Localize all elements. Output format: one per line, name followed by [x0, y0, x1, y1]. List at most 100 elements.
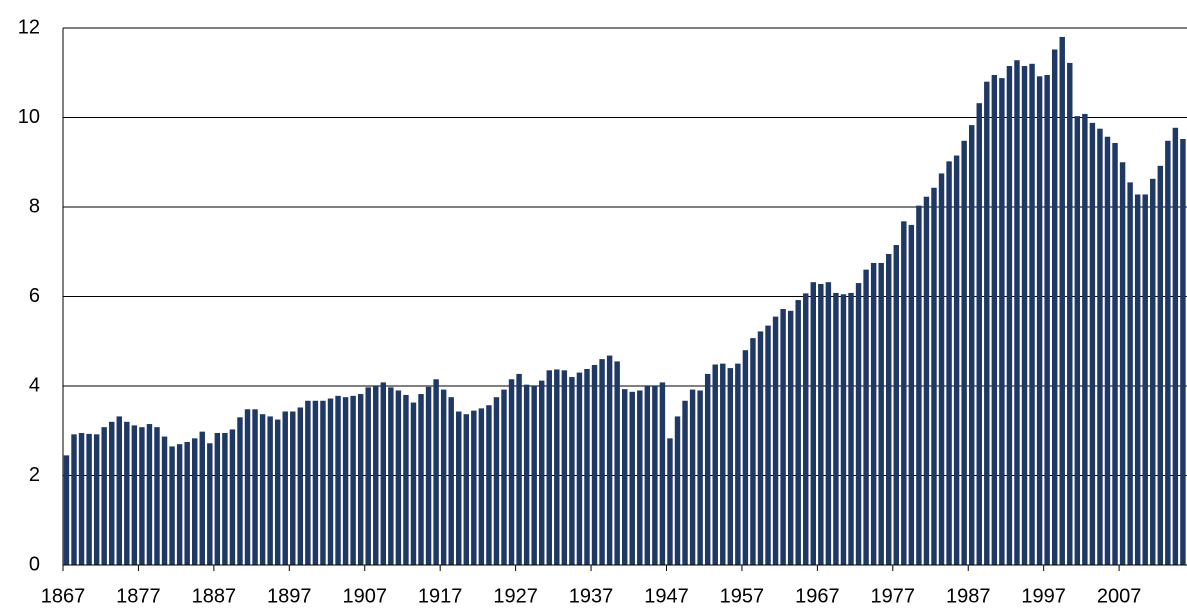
- bar: [486, 405, 492, 565]
- bar: [991, 74, 998, 566]
- bar: [327, 398, 334, 565]
- bar: [1142, 194, 1148, 565]
- y-tick-label: 8: [29, 195, 40, 217]
- bar: [652, 386, 658, 565]
- bar: [418, 394, 424, 565]
- bar: [554, 369, 560, 565]
- bar: [999, 78, 1005, 566]
- bar: [71, 434, 77, 565]
- bar: [697, 390, 703, 565]
- bar: [795, 300, 801, 565]
- bar: [1157, 165, 1164, 565]
- bar: [1150, 178, 1156, 565]
- bar: [938, 173, 945, 565]
- bar: [124, 421, 130, 565]
- bar: [1134, 194, 1141, 565]
- bar: [689, 389, 696, 565]
- x-tick-label: 1897: [267, 585, 312, 607]
- bar: [508, 379, 515, 565]
- x-tick-label: 1917: [418, 585, 463, 607]
- x-tick-label: 1887: [192, 585, 237, 607]
- bar: [606, 355, 613, 565]
- bar: [290, 411, 296, 565]
- bar: [1059, 36, 1065, 565]
- bar: [109, 421, 115, 565]
- x-tick-label: 1957: [720, 585, 765, 607]
- bar: [222, 432, 228, 565]
- bar: [116, 416, 122, 565]
- bar: [569, 377, 575, 565]
- x-tick-label: 1997: [1021, 585, 1066, 607]
- bar: [342, 397, 349, 565]
- bar: [1104, 136, 1111, 565]
- bar: [644, 386, 651, 565]
- bar: [1172, 127, 1179, 565]
- bar: [380, 382, 387, 565]
- bar: [818, 283, 824, 565]
- bar: [244, 409, 251, 565]
- bar: [1165, 140, 1171, 565]
- y-tick-label: 2: [29, 464, 40, 486]
- bar: [833, 292, 839, 565]
- bar: [946, 161, 952, 566]
- bar: [1089, 122, 1096, 566]
- y-tick-label: 4: [29, 374, 40, 396]
- bar: [916, 205, 922, 565]
- bar: [93, 434, 100, 565]
- bar: [840, 294, 847, 565]
- bar: [274, 419, 281, 565]
- bar: [803, 293, 809, 565]
- bar: [410, 402, 417, 565]
- bar: [471, 410, 477, 565]
- bar: [252, 409, 258, 565]
- bar: [199, 431, 205, 565]
- bar: [320, 400, 326, 565]
- bar: [870, 262, 877, 565]
- bar: [403, 394, 409, 565]
- bar: [1006, 66, 1013, 565]
- bar: [1127, 182, 1133, 565]
- bar: [1082, 113, 1088, 566]
- bar: [659, 382, 666, 565]
- bar: [176, 444, 183, 565]
- bar: [1044, 74, 1050, 566]
- bar: [146, 424, 153, 565]
- bar: [591, 364, 598, 565]
- x-tick-label: 1987: [946, 585, 991, 607]
- bar: [727, 368, 734, 565]
- bar: [780, 309, 786, 565]
- x-tick-label: 1927: [493, 585, 538, 607]
- bar: [78, 432, 85, 565]
- x-tick-label: 1947: [644, 585, 689, 607]
- bar: [388, 387, 394, 565]
- bar: [546, 370, 552, 565]
- y-tick-label: 10: [18, 106, 40, 128]
- bar: [1051, 49, 1058, 566]
- x-tick-label: 1967: [795, 585, 840, 607]
- bar: [365, 387, 371, 565]
- bar: [931, 187, 937, 565]
- bar: [1029, 63, 1035, 566]
- bar: [674, 416, 681, 565]
- bar: [478, 408, 485, 565]
- x-tick-label: 1867: [41, 585, 86, 607]
- bar: [878, 262, 884, 565]
- bar: [463, 414, 469, 565]
- bar: [312, 400, 319, 565]
- bar: [757, 331, 764, 565]
- bar: [501, 389, 507, 565]
- bar: [1067, 62, 1073, 565]
- bar: [750, 338, 756, 565]
- bar: [297, 407, 304, 565]
- bar: [1036, 76, 1043, 565]
- bar: [1021, 66, 1028, 565]
- bar: [237, 417, 243, 565]
- bar: [742, 350, 749, 565]
- bar: [425, 386, 432, 565]
- x-tick-label: 1937: [569, 585, 614, 607]
- bar: [448, 397, 454, 565]
- bar: [154, 427, 160, 565]
- bar: [735, 363, 741, 565]
- bar: [259, 414, 266, 565]
- bar: [1014, 60, 1020, 565]
